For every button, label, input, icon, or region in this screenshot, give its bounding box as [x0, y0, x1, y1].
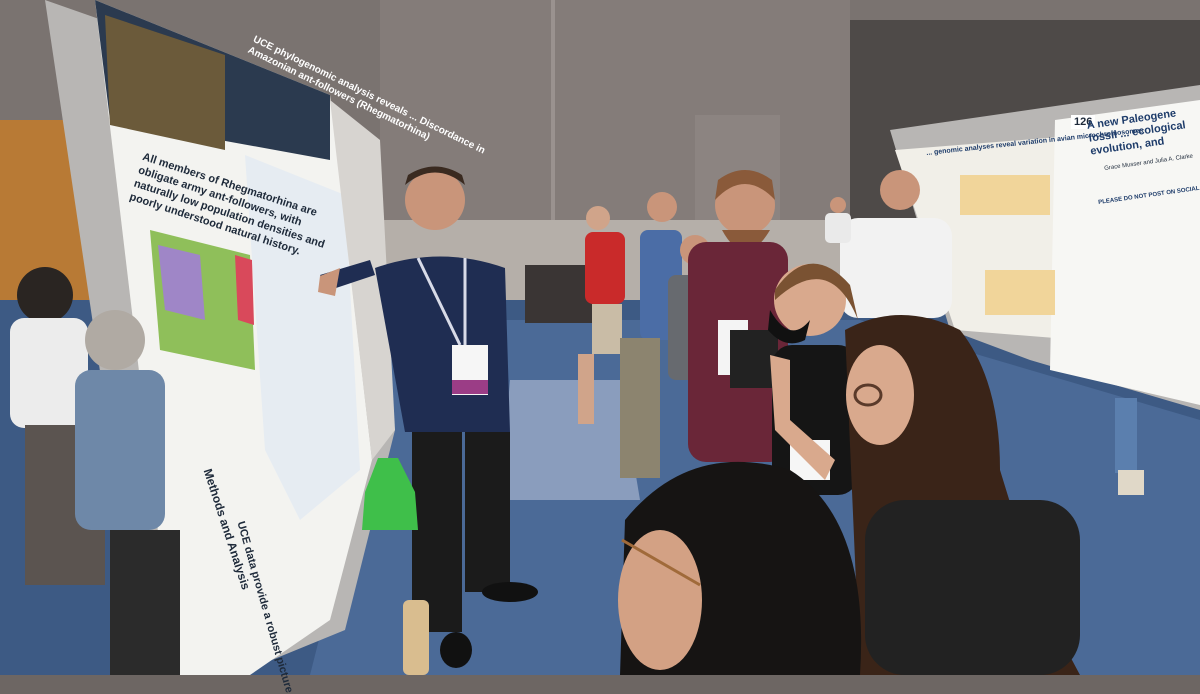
range-map-red	[235, 255, 254, 325]
poster-tube	[403, 600, 429, 675]
person-far-back	[825, 197, 851, 243]
poster-abstract-box	[960, 175, 1050, 215]
poster-session-photo	[0, 0, 1200, 675]
person-presenter	[318, 166, 538, 668]
carpet-light-patch	[500, 380, 640, 500]
person-grey-hair	[75, 310, 180, 675]
person-legs-right	[1115, 398, 1144, 495]
board-number: 126	[1071, 115, 1096, 129]
person-left-woman	[10, 267, 105, 585]
person-glasses-woman	[845, 315, 1080, 675]
bird-photo	[105, 15, 225, 150]
person-white-shirt	[840, 170, 952, 318]
right-poster-right-half	[1050, 100, 1200, 405]
person-bearded-man	[688, 170, 788, 462]
range-map-purple	[158, 245, 205, 320]
person-masked-woman	[768, 263, 858, 495]
person-red-shirt	[578, 206, 625, 424]
person-foreground-woman	[618, 461, 862, 675]
side-board	[330, 100, 395, 460]
poster-chart-box	[985, 270, 1055, 315]
phylogeny-panel	[245, 155, 360, 520]
green-bag	[362, 458, 418, 530]
person-blue-shirt	[620, 192, 682, 478]
